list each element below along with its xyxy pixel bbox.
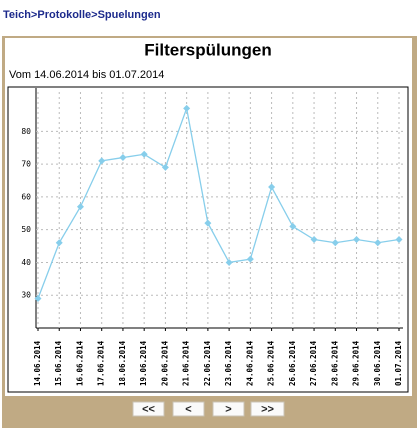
breadcrumb-link[interactable]: Spuelungen [98,9,161,21]
data-point [98,157,106,165]
breadcrumb-link[interactable]: Protokolle [37,9,91,21]
data-point [55,239,63,247]
breadcrumb-separator: > [91,9,97,21]
x-tick-label: 26.06.2014 [288,340,297,386]
x-tick-label: 01.07.2014 [394,340,403,386]
x-tick-label: 24.06.2014 [245,340,254,386]
button-face [172,401,205,417]
x-tick-label: 28.06.2014 [330,340,339,386]
y-tick-label: 60 [21,192,31,201]
button-label: > [225,403,231,415]
y-tick-label: 70 [21,160,31,169]
y-tick-label: 80 [21,127,31,136]
breadcrumb: Teich>Protokolle>Spuelungen [3,9,161,21]
x-tick-label: 15.06.2014 [54,340,63,386]
x-tick-label: 19.06.2014 [139,340,148,386]
x-tick-label: 29.06.2014 [352,340,361,386]
button-label: << [142,403,155,415]
data-point [225,258,233,266]
x-tick-label: 14.06.2014 [33,340,42,386]
data-point [34,295,42,302]
data-point [119,154,127,162]
panel-subtitle: Vom 14.06.2014 bis 01.07.2014 [9,69,164,81]
data-point [183,104,191,112]
x-tick-label: 17.06.2014 [97,340,106,386]
panel-title: Filterspülungen [144,40,272,59]
x-tick-label: 16.06.2014 [75,340,84,386]
nav-button[interactable]: << [132,401,165,417]
y-tick-label: 40 [21,258,31,267]
x-tick-label: 25.06.2014 [267,340,276,386]
data-line [37,105,400,299]
nav-button[interactable]: > [212,401,245,417]
nav-button[interactable]: < [172,401,205,417]
x-tick-label: 27.06.2014 [309,340,318,386]
button-face [250,401,285,417]
x-tick-label: 18.06.2014 [118,340,127,386]
x-tick-label: 23.06.2014 [224,340,233,386]
y-tick-label: 50 [21,225,31,234]
data-point [246,255,254,263]
data-point [395,236,403,243]
data-point [331,239,339,247]
x-tick-label: 20.06.2014 [160,340,169,386]
button-label: >> [261,403,274,415]
nav-button[interactable]: >> [250,401,285,417]
breadcrumb-separator: > [31,9,37,21]
data-point [140,150,148,158]
breadcrumb-link[interactable]: Teich [3,9,31,21]
button-label: < [185,403,191,415]
data-point [289,222,297,230]
data-point [310,236,318,243]
data-point [76,203,84,211]
y-tick-label: 30 [21,291,31,300]
data-point [268,183,276,191]
button-face [212,401,245,417]
data-point [204,219,212,227]
x-tick-label: 21.06.2014 [182,340,191,386]
data-point [353,236,361,243]
data-point [161,163,169,171]
data-point [374,239,382,247]
x-tick-label: 30.06.2014 [373,340,382,386]
button-face [132,401,165,417]
x-tick-label: 22.06.2014 [203,340,212,386]
